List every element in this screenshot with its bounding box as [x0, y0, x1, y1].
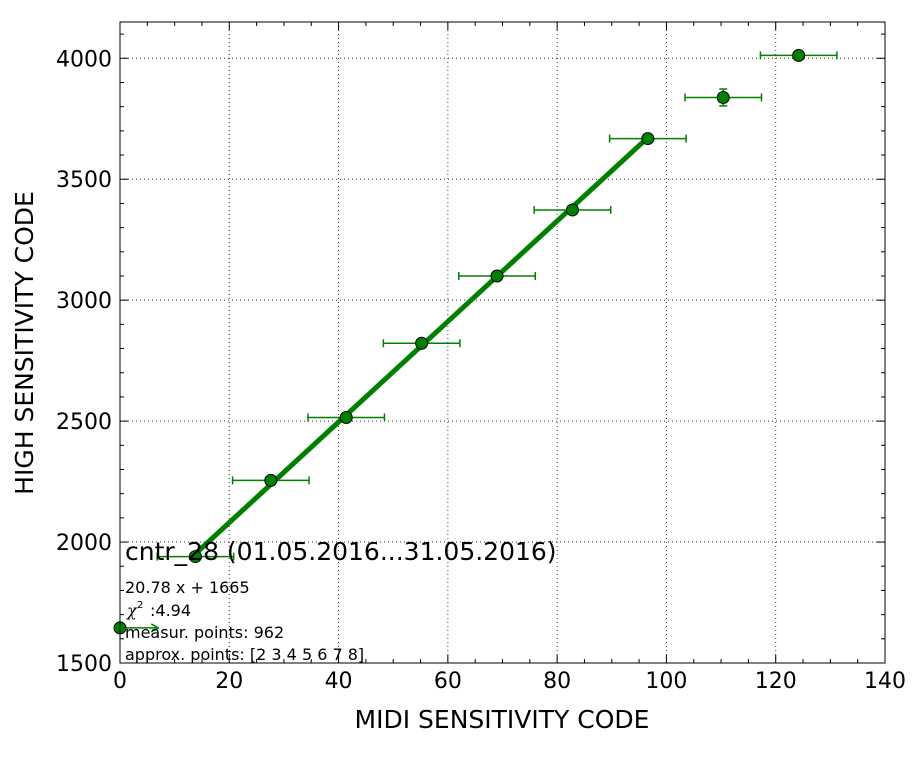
annotation-chi-value: :4.94 [150, 601, 191, 620]
y-tick-label: 2000 [56, 531, 112, 556]
annotation-title: cntr_28 (01.05.2016...31.05.2016) [125, 537, 557, 566]
annotation-measur-points: measur. points: 962 [125, 623, 284, 642]
data-point [716, 90, 730, 104]
y-axis-title: HIGH SENSITIVITY CODE [10, 191, 39, 495]
annotation-box: cntr_28 (01.05.2016...31.05.2016) 20.78 … [125, 537, 557, 664]
annotation-chi-superscript: 2 [137, 600, 143, 611]
y-tick-label: 4000 [56, 47, 112, 72]
data-point [339, 410, 353, 424]
x-tick-label: 20 [215, 669, 243, 694]
x-tick-labels: 0 20 40 60 80 100 120 140 [113, 669, 906, 694]
y-tick-labels: 1500 2000 2500 3000 3500 4000 [56, 47, 112, 677]
plot-area [120, 22, 885, 663]
y-tick-label: 1500 [56, 652, 112, 677]
plot-frame [119, 21, 886, 664]
x-tick-label: 60 [434, 669, 462, 694]
annotation-chi-symbol: χ [126, 601, 138, 620]
x-tick-label: 80 [543, 669, 571, 694]
data-point [415, 336, 429, 350]
data-point [792, 48, 806, 62]
x-tick-label: 120 [755, 669, 797, 694]
x-axis-title: MIDI SENSITIVITY CODE [355, 705, 650, 734]
x-tick-label: 0 [113, 669, 127, 694]
data-point [565, 203, 579, 217]
data-point [264, 473, 278, 487]
x-tick-label: 140 [864, 669, 906, 694]
x-tick-label: 100 [645, 669, 687, 694]
x-tick-label: 40 [325, 669, 353, 694]
annotation-approx-points: approx. points: [2 3 4 5 6 7 8] [125, 645, 364, 664]
data-point [188, 550, 202, 564]
data-point [641, 132, 655, 146]
minor-ticks [120, 22, 885, 663]
xerr-arrow [150, 623, 160, 633]
y-tick-label: 3500 [56, 168, 112, 193]
y-tick-label: 2500 [56, 410, 112, 435]
data-point [490, 269, 504, 283]
annotation-equation: 20.78 x + 1665 [125, 578, 250, 597]
y-tick-label: 3000 [56, 289, 112, 314]
